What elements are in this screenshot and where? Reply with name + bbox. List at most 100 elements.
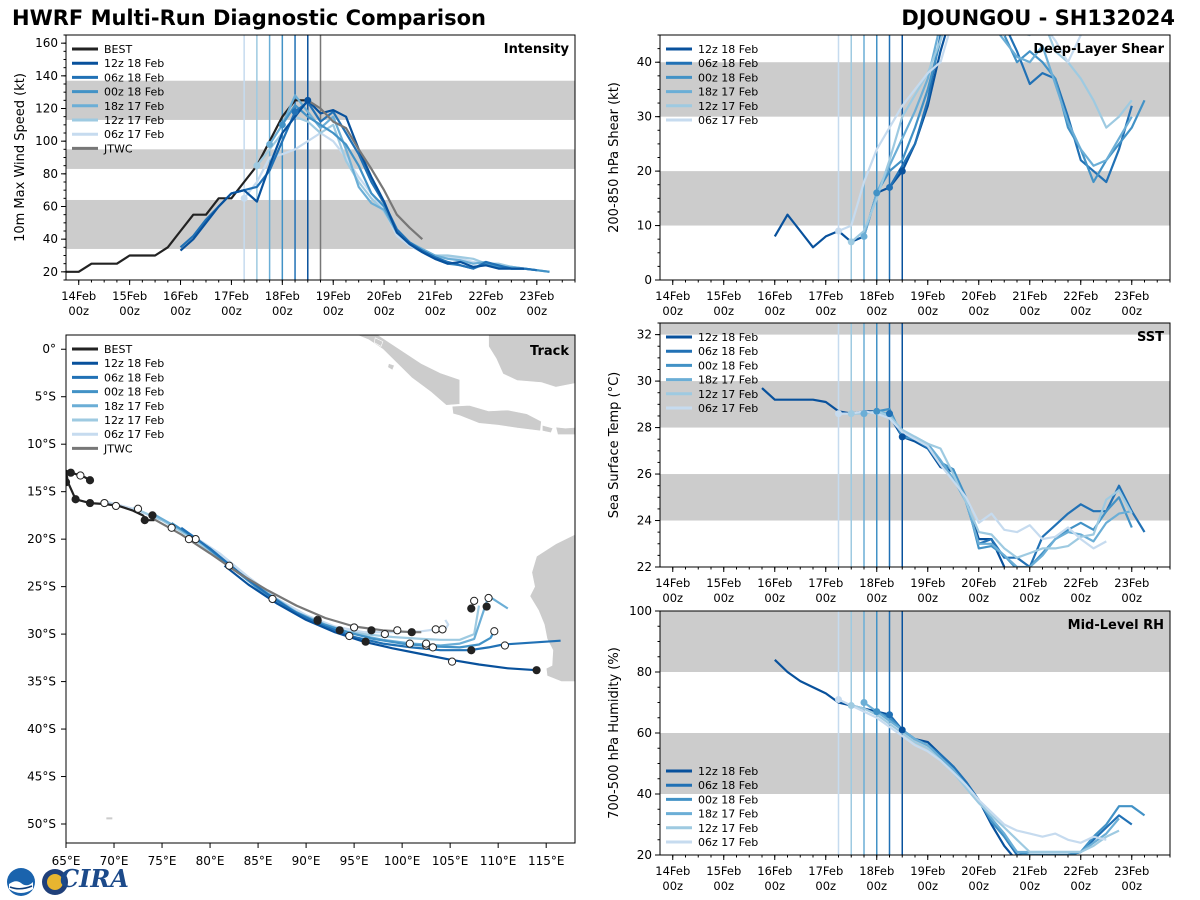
init-point-12z-18-feb xyxy=(898,433,906,441)
y-tick-label: 5°S xyxy=(35,390,56,404)
x-tick-sublabel: 00z xyxy=(662,879,683,893)
noaa-logo-icon xyxy=(7,868,35,896)
legend-label-12z-18-feb: 12z 18 Feb xyxy=(104,357,164,370)
legend-label-12z-18-feb: 12z 18 Feb xyxy=(698,331,758,344)
x-tick-label: 18Feb xyxy=(859,576,894,590)
land-siberut xyxy=(387,363,395,371)
init-point-06z-17-feb xyxy=(835,695,842,703)
shaded-band xyxy=(660,611,1170,672)
series-group xyxy=(773,35,1146,249)
x-tick-sublabel: 00z xyxy=(1121,304,1142,318)
x-tick-sublabel: 00z xyxy=(917,879,938,893)
x-tick-sublabel: 00z xyxy=(170,304,191,318)
land-nias xyxy=(373,337,384,347)
y-tick-label: 30°S xyxy=(27,627,56,641)
x-tick-label: 75°E xyxy=(148,854,177,868)
x-tick-sublabel: 00z xyxy=(119,304,140,318)
y-tick-label: 60 xyxy=(43,200,58,214)
x-tick-label: 23Feb xyxy=(1114,289,1149,303)
x-tick-sublabel: 00z xyxy=(323,304,344,318)
x-tick-sublabel: 00z xyxy=(968,879,989,893)
track-point-06z-18-feb xyxy=(500,641,509,650)
init-point-12z-18-feb xyxy=(304,96,312,104)
track-point xyxy=(467,604,476,613)
land-borneo xyxy=(488,335,575,388)
legend-label-18z-17-feb: 18z 17 Feb xyxy=(698,374,758,387)
y-tick-label: 20 xyxy=(637,848,652,862)
init-point-00z-18-feb xyxy=(873,189,881,197)
track-point-18z-17-feb xyxy=(484,593,493,603)
track-point xyxy=(367,626,376,635)
legend-label-18z-17-feb: 18z 17 Feb xyxy=(698,808,758,821)
shaded-band xyxy=(660,323,1170,335)
init-point-12z-18-feb xyxy=(898,726,906,734)
x-tick-sublabel: 00z xyxy=(866,591,887,605)
y-tick-label: 40 xyxy=(43,232,58,246)
y-tick-label: 10°S xyxy=(27,437,56,451)
legend-label-best: BEST xyxy=(104,43,132,56)
init-point-06z-18-feb xyxy=(886,183,893,191)
track-point-best xyxy=(85,476,95,485)
x-tick-label: 14Feb xyxy=(61,289,96,303)
x-tick-label: 18Feb xyxy=(265,289,300,303)
legend-label-06z-17-feb: 06z 17 Feb xyxy=(698,836,758,849)
init-point-18z-17-feb xyxy=(860,232,868,240)
legend-label-12z-17-feb: 12z 17 Feb xyxy=(104,114,164,127)
x-tick-label: 20Feb xyxy=(961,576,996,590)
y-tick-label: 160 xyxy=(35,36,58,50)
x-tick-label: 18Feb xyxy=(859,289,894,303)
x-tick-label: 21Feb xyxy=(1012,576,1047,590)
x-tick-label: 115°E xyxy=(528,854,565,868)
legend-label-00z-18-feb: 00z 18 Feb xyxy=(104,386,164,399)
series-line-jtwc xyxy=(307,99,424,241)
x-tick-sublabel: 00z xyxy=(1121,591,1142,605)
legend-label-06z-17-feb: 06z 17 Feb xyxy=(104,428,164,441)
legend-label-00z-18-feb: 00z 18 Feb xyxy=(104,86,164,99)
track-point-best xyxy=(111,501,121,511)
x-tick-label: 16Feb xyxy=(757,864,792,878)
series-line-00z-18-feb xyxy=(875,35,1146,194)
track-point-06z-17-feb xyxy=(438,625,447,634)
x-tick-sublabel: 00z xyxy=(917,591,938,605)
x-tick-label: 20Feb xyxy=(961,289,996,303)
y-tick-label: 22 xyxy=(637,560,652,574)
x-tick-label: 20Feb xyxy=(961,864,996,878)
legend-label-18z-17-feb: 18z 17 Feb xyxy=(104,400,164,413)
x-tick-label: 22Feb xyxy=(1063,289,1098,303)
panel-shear: 01020304014Feb00z15Feb00z16Feb00z17Feb00… xyxy=(607,34,1171,318)
x-tick-sublabel: 00z xyxy=(866,304,887,318)
track-point-12z-18-feb xyxy=(313,616,322,625)
x-tick-label: 110°E xyxy=(480,854,517,868)
x-tick-sublabel: 00z xyxy=(866,879,887,893)
y-tick-label: 45°S xyxy=(27,770,56,784)
track-point-best xyxy=(76,471,85,480)
series-group xyxy=(774,659,1146,855)
x-tick-sublabel: 00z xyxy=(764,304,785,318)
legend-label-12z-18-feb: 12z 18 Feb xyxy=(698,765,758,778)
panel-title: Track xyxy=(530,344,569,359)
x-tick-sublabel: 00z xyxy=(917,304,938,318)
y-tick-label: 100 xyxy=(35,134,58,148)
track-point-06z-17-feb xyxy=(191,535,200,544)
init-point-18z-17-feb xyxy=(860,699,868,706)
y-tick-label: 50°S xyxy=(27,817,56,831)
panel-track: 65°E 70°E 75°E 80°E 85°E 90°E 95°E 100°E 105°E 11… xyxy=(27,334,576,868)
y-tick-label: 40°S xyxy=(27,722,56,736)
y-axis-label: Sea Surface Temp (°C) xyxy=(607,372,622,519)
track-point-18z-17-feb xyxy=(167,523,176,532)
x-tick-label: 14Feb xyxy=(655,576,690,590)
y-tick-label: 25°S xyxy=(27,580,56,594)
panel-rh: 2040608010014Feb00z15Feb00z16Feb00z17Feb… xyxy=(607,604,1171,893)
x-tick-sublabel: 00z xyxy=(662,304,683,318)
y-tick-label: 35°S xyxy=(27,675,56,689)
x-tick-sublabel: 00z xyxy=(662,591,683,605)
series-line-12z-17-feb xyxy=(851,704,1120,854)
track-line-jtwc xyxy=(151,517,422,634)
panel-sst: 22242628303214Feb00z15Feb00z16Feb00z17Fe… xyxy=(607,322,1171,605)
legend-label-12z-18-feb: 12z 18 Feb xyxy=(698,43,758,56)
x-tick-sublabel: 00z xyxy=(221,304,242,318)
track-point-12z-17-feb xyxy=(225,561,234,570)
track-point-12z-17-feb xyxy=(470,596,479,605)
